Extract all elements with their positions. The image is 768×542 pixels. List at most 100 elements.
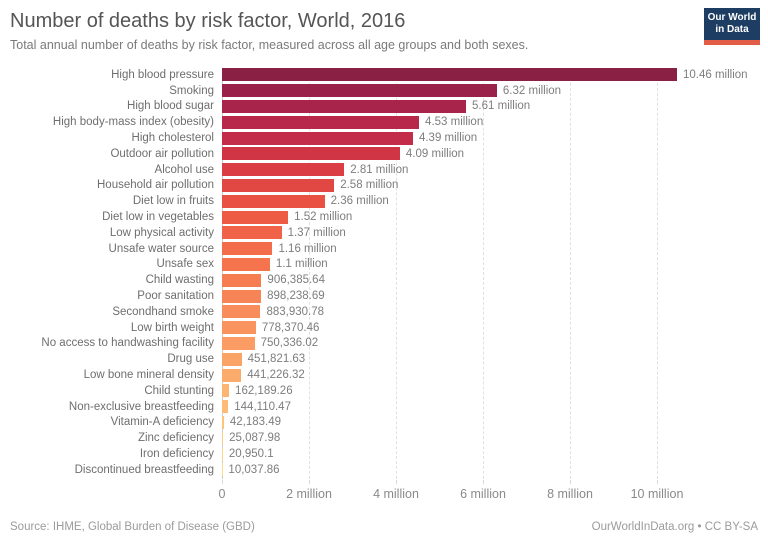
bar-track: 1.37 million — [222, 226, 768, 240]
bar-track: 2.58 million — [222, 178, 768, 192]
value-label: 162,189.26 — [235, 384, 293, 397]
bar[interactable] — [222, 226, 282, 240]
bar[interactable] — [222, 289, 262, 303]
value-label: 4.39 million — [418, 132, 478, 145]
bar-track: 10,037.86 — [222, 463, 768, 477]
category-label: Diet low in fruits — [132, 195, 214, 208]
category-label: Smoking — [169, 84, 214, 97]
chart-row: Outdoor air pollution 4.09 million — [0, 146, 768, 162]
category-label: Low physical activity — [109, 226, 214, 239]
chart-row: Unsafe water source 1.16 million — [0, 241, 768, 257]
value-label: 1.37 million — [287, 226, 346, 239]
category-label: Zinc deficiency — [137, 432, 214, 445]
category-label: Unsafe sex — [156, 258, 214, 271]
plot-area: High blood pressure 10.46 million Smoking 6… — [0, 67, 768, 479]
bar[interactable] — [222, 178, 335, 192]
axis-tick-mark — [222, 480, 223, 484]
bar[interactable] — [222, 242, 273, 256]
bar[interactable] — [222, 384, 230, 398]
bar[interactable] — [222, 400, 229, 414]
bar[interactable] — [222, 431, 224, 445]
value-label: 144,110.47 — [234, 400, 291, 413]
category-label: Vitamin-A deficiency — [110, 416, 214, 429]
value-label: 6.32 million — [502, 84, 562, 97]
chart-row: Non-exclusive breastfeeding 144,110.47 — [0, 399, 768, 415]
bar[interactable] — [222, 163, 345, 177]
value-label: 1.52 million — [294, 211, 353, 224]
value-label: 898,238.69 — [267, 290, 325, 303]
axis-tick-label: 6 million — [460, 487, 506, 501]
bar[interactable] — [222, 210, 289, 224]
bar-track: 451,821.63 — [222, 352, 768, 366]
bar[interactable] — [222, 336, 255, 350]
gridline — [309, 68, 310, 479]
bar-track: 6.32 million — [222, 84, 768, 98]
category-label: Low bone mineral density — [83, 369, 214, 382]
bar-track: 4.09 million — [222, 147, 768, 161]
gridline — [570, 68, 571, 479]
category-label: Household air pollution — [97, 179, 214, 192]
bar-track: 42,183.49 — [222, 415, 768, 429]
owid-logo[interactable]: Our World in Data — [704, 8, 760, 45]
bar[interactable] — [222, 447, 223, 461]
chart-row: Diet low in fruits 2.36 million — [0, 193, 768, 209]
bar[interactable] — [222, 321, 256, 335]
chart-row: Diet low in vegetables 1.52 million — [0, 209, 768, 225]
axis-tick-label: 8 million — [547, 487, 593, 501]
axis-tick-mark — [483, 480, 484, 484]
bar-track: 20,950.1 — [222, 447, 768, 461]
chart-row: Unsafe sex 1.1 million — [0, 257, 768, 273]
chart-row: Secondhand smoke 883,930.78 — [0, 304, 768, 320]
value-label: 1.16 million — [278, 242, 337, 255]
bar[interactable] — [222, 273, 262, 287]
chart-row: Poor sanitation 898,238.69 — [0, 288, 768, 304]
bar[interactable] — [222, 194, 325, 208]
value-label: 2.81 million — [350, 163, 409, 176]
chart-row: Zinc deficiency 25,087.98 — [0, 430, 768, 446]
bar[interactable] — [222, 84, 497, 98]
y-axis-line — [222, 68, 223, 479]
axis-tick-mark — [396, 480, 397, 484]
chart-row: Smoking 6.32 million — [0, 83, 768, 99]
bar-track: 4.53 million — [222, 115, 768, 129]
gridline — [483, 68, 484, 479]
bar-track: 441,226.32 — [222, 368, 768, 382]
bar[interactable] — [222, 415, 224, 429]
chart-row: Drug use 451,821.63 — [0, 351, 768, 367]
category-label: Child stunting — [144, 384, 214, 397]
bar[interactable] — [222, 305, 261, 319]
bar-track: 2.81 million — [222, 163, 768, 177]
value-label: 25,087.98 — [229, 432, 281, 445]
value-label: 10,037.86 — [228, 463, 280, 476]
credit-link[interactable]: OurWorldInData.org • CC BY-SA — [591, 521, 758, 533]
bar[interactable] — [222, 68, 677, 82]
bar[interactable] — [222, 99, 467, 113]
chart-row: Low birth weight 778,370.46 — [0, 320, 768, 336]
bar-track: 898,238.69 — [222, 289, 768, 303]
bar-track: 162,189.26 — [222, 384, 768, 398]
value-label: 10.46 million — [683, 68, 748, 81]
chart-row: No access to handwashing facility 750,336… — [0, 336, 768, 352]
chart-row: Child wasting 906,385.64 — [0, 272, 768, 288]
bar-track: 2.36 million — [222, 194, 768, 208]
bar[interactable] — [222, 131, 413, 145]
bar-track: 5.61 million — [222, 99, 768, 113]
chart-row: Household air pollution 2.58 million — [0, 178, 768, 194]
value-label: 778,370.46 — [261, 321, 320, 334]
bar-track: 778,370.46 — [222, 321, 768, 335]
bar[interactable] — [222, 115, 420, 129]
value-label: 750,336.02 — [260, 337, 319, 350]
bar-track: 883,930.78 — [222, 305, 768, 319]
bar[interactable] — [222, 147, 400, 161]
value-label: 20,950.1 — [228, 448, 274, 461]
chart-row: Alcohol use 2.81 million — [0, 162, 768, 178]
x-axis: 0 2 million 4 million 6 million 8 million 10 … — [219, 480, 760, 506]
category-label: Secondhand smoke — [112, 305, 214, 318]
chart-row: High blood sugar 5.61 million — [0, 99, 768, 115]
chart-title: Number of deaths by risk factor, World, … — [10, 10, 406, 32]
bar[interactable] — [222, 257, 270, 271]
bar[interactable] — [222, 368, 242, 382]
chart-row: High blood pressure 10.46 million — [0, 67, 768, 83]
value-label: 2.58 million — [340, 179, 399, 192]
bar[interactable] — [222, 352, 242, 366]
